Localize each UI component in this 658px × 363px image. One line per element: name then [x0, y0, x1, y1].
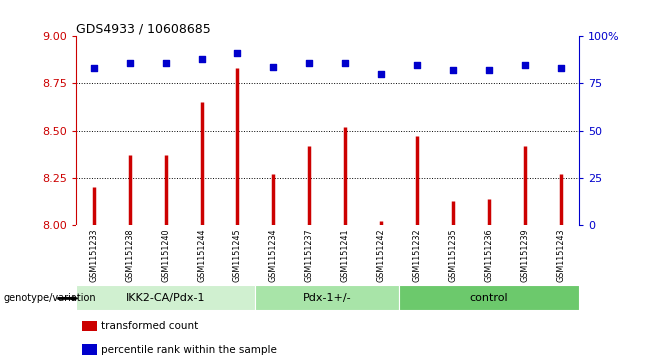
Point — [161, 60, 171, 66]
Bar — [76, 285, 255, 310]
Text: GSM1151235: GSM1151235 — [449, 228, 458, 282]
Text: percentile rank within the sample: percentile rank within the sample — [101, 344, 276, 355]
Bar — [255, 285, 399, 310]
Point — [520, 62, 530, 68]
Point — [232, 50, 243, 56]
Text: Pdx-1+/-: Pdx-1+/- — [303, 293, 351, 303]
Text: GSM1151234: GSM1151234 — [269, 228, 278, 282]
Text: IKK2-CA/Pdx-1: IKK2-CA/Pdx-1 — [126, 293, 205, 303]
Point — [124, 60, 135, 66]
Text: GSM1151240: GSM1151240 — [161, 228, 170, 282]
Text: GSM1151242: GSM1151242 — [377, 228, 386, 282]
Text: GSM1151233: GSM1151233 — [89, 228, 98, 282]
Text: GSM1151238: GSM1151238 — [125, 228, 134, 282]
Text: transformed count: transformed count — [101, 321, 198, 331]
Point — [376, 71, 386, 77]
Text: GSM1151244: GSM1151244 — [197, 228, 206, 282]
Point — [484, 68, 494, 73]
Text: control: control — [470, 293, 509, 303]
Point — [268, 64, 279, 69]
Text: GSM1151239: GSM1151239 — [520, 228, 530, 282]
Text: GSM1151237: GSM1151237 — [305, 228, 314, 282]
Point — [448, 68, 459, 73]
Text: GSM1151236: GSM1151236 — [485, 228, 494, 282]
Text: GSM1151232: GSM1151232 — [413, 228, 422, 282]
Bar — [399, 285, 579, 310]
Text: GSM1151243: GSM1151243 — [557, 228, 566, 282]
Text: GSM1151245: GSM1151245 — [233, 228, 242, 282]
Point — [88, 65, 99, 71]
Point — [412, 62, 422, 68]
Text: GSM1151241: GSM1151241 — [341, 228, 350, 282]
Point — [340, 60, 351, 66]
Point — [556, 65, 567, 71]
Point — [304, 60, 315, 66]
Text: genotype/variation: genotype/variation — [3, 293, 96, 303]
Point — [196, 56, 207, 62]
Text: GDS4933 / 10608685: GDS4933 / 10608685 — [76, 22, 211, 35]
